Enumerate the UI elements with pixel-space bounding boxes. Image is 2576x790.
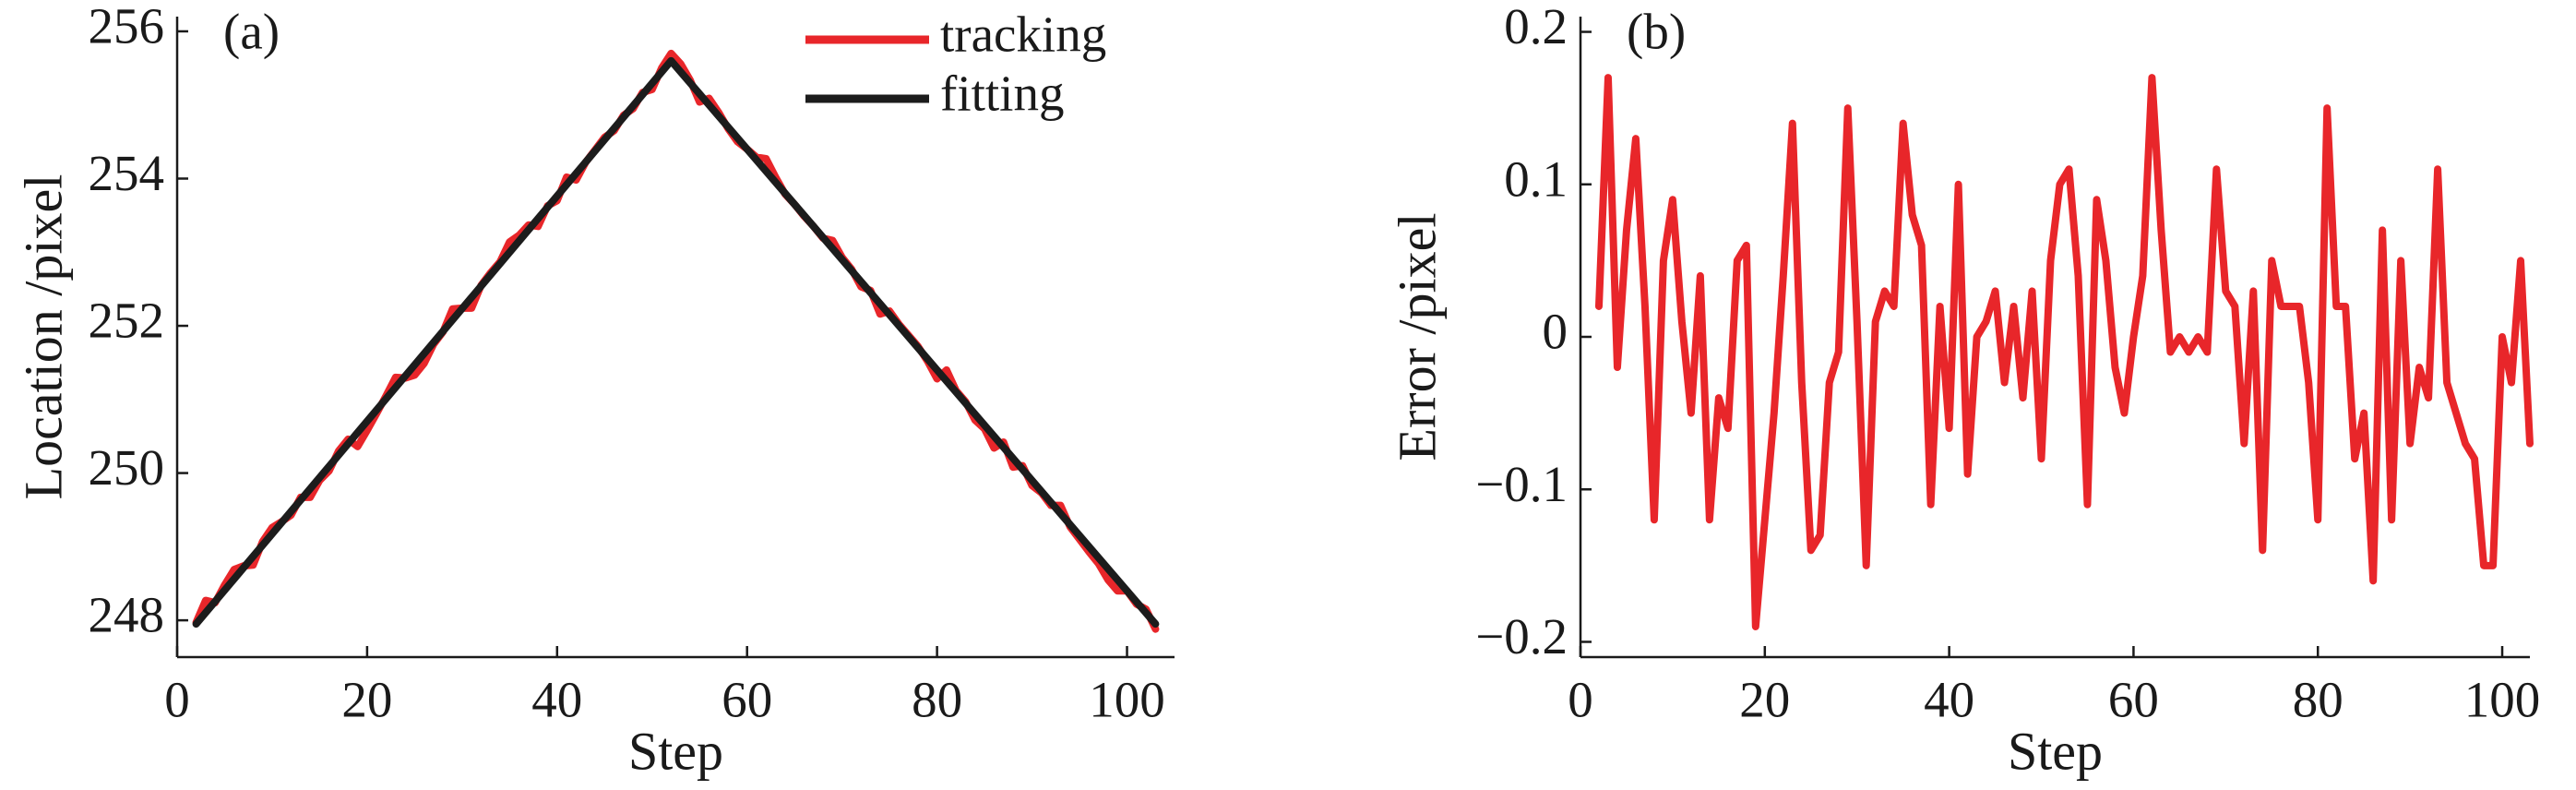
x-tick-label: 80 [912,672,962,728]
y-tick-label: 0 [1543,304,1568,360]
y-tick-label: 252 [89,293,165,349]
series-line [192,49,1160,633]
x-tick-label: 100 [1089,672,1165,728]
x-tick-label: 80 [2293,672,2343,728]
y-tick-label: −0.2 [1475,608,1568,664]
x-tick-label: 0 [164,672,190,728]
y-axis-label: Location /pixel [13,174,73,500]
x-tick-label: 20 [341,672,392,728]
legend-label: fitting [940,66,1064,122]
x-tick-label: 60 [2108,672,2159,728]
y-tick-label: −0.1 [1475,456,1568,512]
y-tick-label: 256 [89,0,165,54]
legend-label: tracking [940,6,1106,63]
y-axis-label: Error /pixel [1387,213,1447,461]
y-tick-label: 0.1 [1504,150,1568,207]
y-tick-label: 248 [89,587,165,643]
x-tick-label: 60 [722,672,772,728]
panel-label: (b) [1627,4,1686,60]
x-tick-label: 20 [1739,672,1790,728]
y-tick-label: 254 [89,145,165,201]
x-axis-label: Step [2008,721,2103,781]
series-line [1594,74,2534,630]
x-axis-label: Step [628,721,723,781]
y-tick-label: 0.2 [1504,0,1568,54]
series-line [192,56,1160,628]
panel-label: (a) [223,4,280,60]
x-tick-label: 40 [531,672,582,728]
x-tick-label: 100 [2464,672,2541,728]
y-tick-label: 250 [89,439,165,496]
x-tick-label: 0 [1568,672,1593,728]
x-tick-label: 40 [1924,672,1974,728]
